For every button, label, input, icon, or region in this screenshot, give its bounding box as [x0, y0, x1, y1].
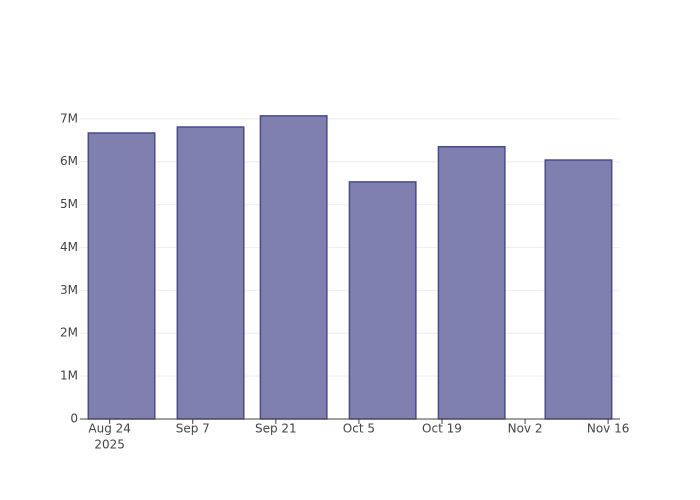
- x-tick-label: Sep 21: [255, 422, 297, 436]
- bar: [176, 126, 245, 420]
- y-tick-label: 5M: [60, 197, 78, 211]
- x-tick-label: Aug 24: [88, 422, 131, 436]
- x-tick-label: Oct 19: [422, 422, 462, 436]
- x-tick-label: Oct 5: [343, 422, 375, 436]
- y-tick-label: 0: [70, 412, 78, 426]
- y-tick-label: 7M: [60, 111, 78, 125]
- bar: [544, 159, 613, 420]
- bar: [437, 145, 506, 420]
- y-tick-label: 6M: [60, 154, 78, 168]
- y-tick-label: 3M: [60, 283, 78, 297]
- y-tick-label: 4M: [60, 240, 78, 254]
- y-tick-label: 2M: [60, 326, 78, 340]
- bar: [259, 115, 328, 420]
- x-tick-label: Nov 2: [508, 422, 543, 436]
- x-tick-label: Nov 16: [587, 422, 630, 436]
- x-tick-label: Sep 7: [176, 422, 210, 436]
- y-tick-label: 1M: [60, 369, 78, 383]
- bar: [348, 181, 417, 420]
- bar: [87, 132, 156, 420]
- x-tick-label: 2025: [94, 438, 125, 452]
